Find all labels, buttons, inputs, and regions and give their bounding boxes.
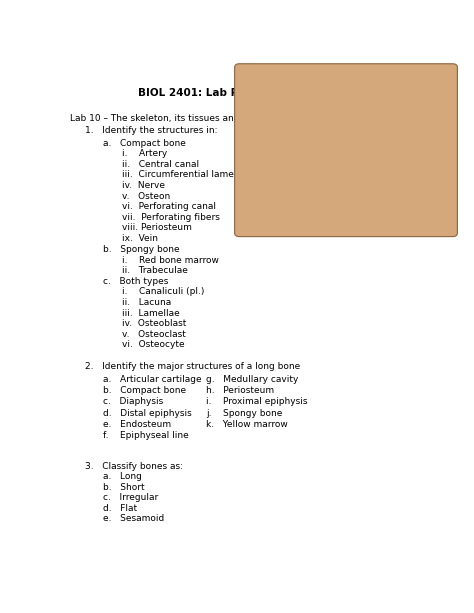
Text: iv.  Nerve: iv. Nerve (122, 181, 164, 190)
Text: j.    Spongy bone: j. Spongy bone (206, 409, 283, 417)
Text: b.   Short: b. Short (103, 483, 145, 492)
Text: c.   Diaphysis: c. Diaphysis (103, 397, 164, 406)
Text: f.    Epiphyseal line: f. Epiphyseal line (103, 432, 189, 440)
Text: 1.   Identify the structures in:: 1. Identify the structures in: (85, 126, 218, 135)
Text: iii.  Circumferential lamellae: iii. Circumferential lamellae (122, 170, 250, 180)
Text: BIOL 2401: Lab Practical 2 – Review: BIOL 2401: Lab Practical 2 – Review (138, 88, 348, 97)
Text: d.   Flat: d. Flat (103, 503, 137, 512)
Text: b.   Spongy bone: b. Spongy bone (103, 245, 180, 254)
Text: 2.   Identify the major structures of a long bone: 2. Identify the major structures of a lo… (85, 362, 300, 371)
Text: e.   Endosteum: e. Endosteum (103, 420, 172, 429)
Text: c.   Irregular: c. Irregular (103, 493, 159, 502)
Text: i.    Red bone marrow: i. Red bone marrow (122, 256, 219, 265)
Text: viii. Periosteum: viii. Periosteum (122, 223, 191, 232)
Text: a.   Articular cartilage: a. Articular cartilage (103, 375, 202, 384)
Text: v.   Osteoclast: v. Osteoclast (122, 330, 186, 339)
Text: 3.   Classify bones as:: 3. Classify bones as: (85, 462, 183, 471)
Text: ii.   Lacuna: ii. Lacuna (122, 298, 171, 307)
Text: iv.  Osteoblast: iv. Osteoblast (122, 319, 186, 328)
Text: a.   Long: a. Long (103, 473, 142, 481)
Text: k.   Yellow marrow: k. Yellow marrow (206, 420, 288, 429)
Text: i.    Artery: i. Artery (122, 149, 167, 158)
Text: iii.  Lamellae: iii. Lamellae (122, 308, 180, 318)
Text: Lab 10 – The skeleton, its tissues and its cells: Lab 10 – The skeleton, its tissues and i… (70, 113, 277, 123)
Text: c.   Both types: c. Both types (103, 278, 169, 286)
Text: i.    Proximal epiphysis: i. Proximal epiphysis (206, 397, 308, 406)
Text: e.   Sesamoid: e. Sesamoid (103, 514, 164, 523)
Text: vi.  Osteocyte: vi. Osteocyte (122, 340, 184, 349)
Text: a.   Compact bone: a. Compact bone (103, 139, 186, 148)
Text: ii.   Central canal: ii. Central canal (122, 160, 199, 169)
Text: ii.   Trabeculae: ii. Trabeculae (122, 267, 188, 275)
FancyBboxPatch shape (235, 64, 457, 237)
Text: h.   Periosteum: h. Periosteum (206, 386, 274, 395)
Text: v.   Osteon: v. Osteon (122, 191, 170, 200)
Text: vi.  Perforating canal: vi. Perforating canal (122, 202, 216, 211)
Text: i.    Canaliculi (pl.): i. Canaliculi (pl.) (122, 287, 204, 296)
Text: vii.  Perforating fibers: vii. Perforating fibers (122, 213, 219, 222)
Text: g.   Medullary cavity: g. Medullary cavity (206, 375, 299, 384)
Text: b.   Compact bone: b. Compact bone (103, 386, 186, 395)
Text: d.   Distal epiphysis: d. Distal epiphysis (103, 409, 192, 417)
Text: ix.  Vein: ix. Vein (122, 234, 158, 243)
